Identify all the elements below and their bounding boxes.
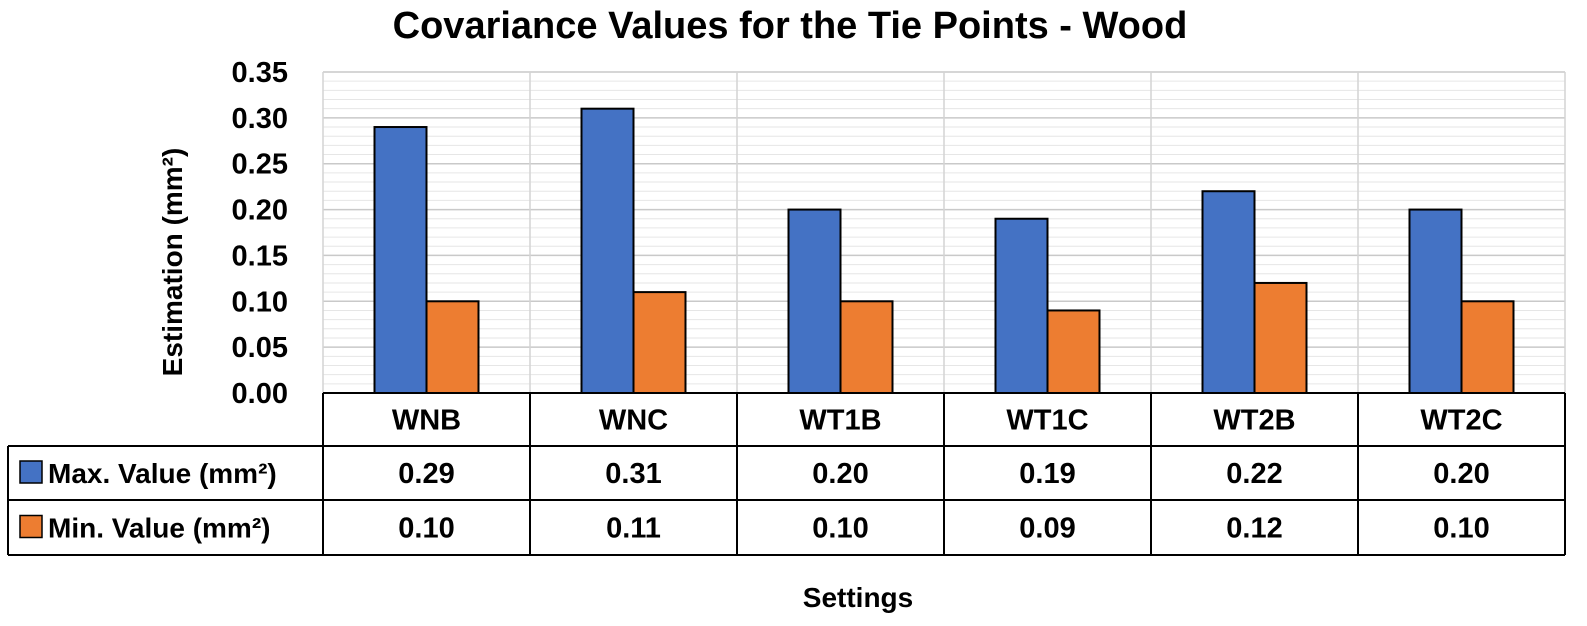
data-label: 0.22 <box>1226 458 1282 490</box>
x-tick-label: WNB <box>392 405 461 437</box>
legend-label: Max. Value (mm²) <box>48 458 277 489</box>
y-tick-label: 0.00 <box>232 378 288 410</box>
bar-max <box>373 126 428 395</box>
x-tick-label: WT1C <box>1006 405 1088 437</box>
y-tick-label: 0.25 <box>232 149 288 181</box>
gridlines <box>322 71 1566 394</box>
bar-min <box>1460 300 1515 394</box>
y-axis: 0.00 0.05 0.10 0.15 0.20 0.25 0.30 0.35 <box>232 57 288 410</box>
data-label: 0.10 <box>1433 513 1489 545</box>
bar-max <box>1408 208 1463 394</box>
data-label: 0.12 <box>1226 513 1282 545</box>
y-tick-label: 0.20 <box>232 195 288 227</box>
bars <box>373 107 1515 395</box>
x-tick-label: WT2B <box>1213 405 1295 437</box>
data-label: 0.19 <box>1019 458 1075 490</box>
data-label: 0.09 <box>1019 513 1075 545</box>
chart-title: Covariance Values for the Tie Points - W… <box>393 5 1188 47</box>
x-axis-label: Settings <box>803 582 913 613</box>
bar-min <box>1046 309 1101 395</box>
y-tick-label: 0.10 <box>232 286 288 318</box>
y-tick-label: 0.35 <box>232 57 288 89</box>
data-label: 0.31 <box>605 458 661 490</box>
bar-max <box>1201 190 1256 394</box>
legend-label: Min. Value (mm²) <box>48 513 270 544</box>
bar-min <box>839 300 894 394</box>
bar-max <box>994 217 1049 394</box>
bar-max <box>580 107 635 395</box>
x-tick-label: WT1B <box>799 405 881 437</box>
bar-min <box>1253 281 1308 395</box>
legend-key <box>19 514 43 539</box>
data-label: 0.10 <box>398 513 454 545</box>
data-label: 0.10 <box>812 513 868 545</box>
x-tick-label: WNC <box>599 405 668 437</box>
data-label: 0.20 <box>1433 458 1489 490</box>
bar-max <box>787 208 842 394</box>
legend-key <box>19 460 43 484</box>
y-tick-label: 0.15 <box>232 240 288 272</box>
data-table: WNB WNC WT1B WT1C WT2B WT2C Max. Value (mm²) 0.… <box>7 392 1566 556</box>
data-label: 0.29 <box>398 458 454 490</box>
y-axis-label: Estimation (mm²) <box>157 148 188 377</box>
data-label: 0.20 <box>812 458 868 490</box>
y-tick-label: 0.05 <box>232 332 288 364</box>
data-label: 0.11 <box>606 513 661 545</box>
bar-min <box>425 300 480 394</box>
x-tick-label: WT2C <box>1420 405 1502 437</box>
bar-min <box>632 291 687 394</box>
y-tick-label: 0.30 <box>232 103 288 135</box>
